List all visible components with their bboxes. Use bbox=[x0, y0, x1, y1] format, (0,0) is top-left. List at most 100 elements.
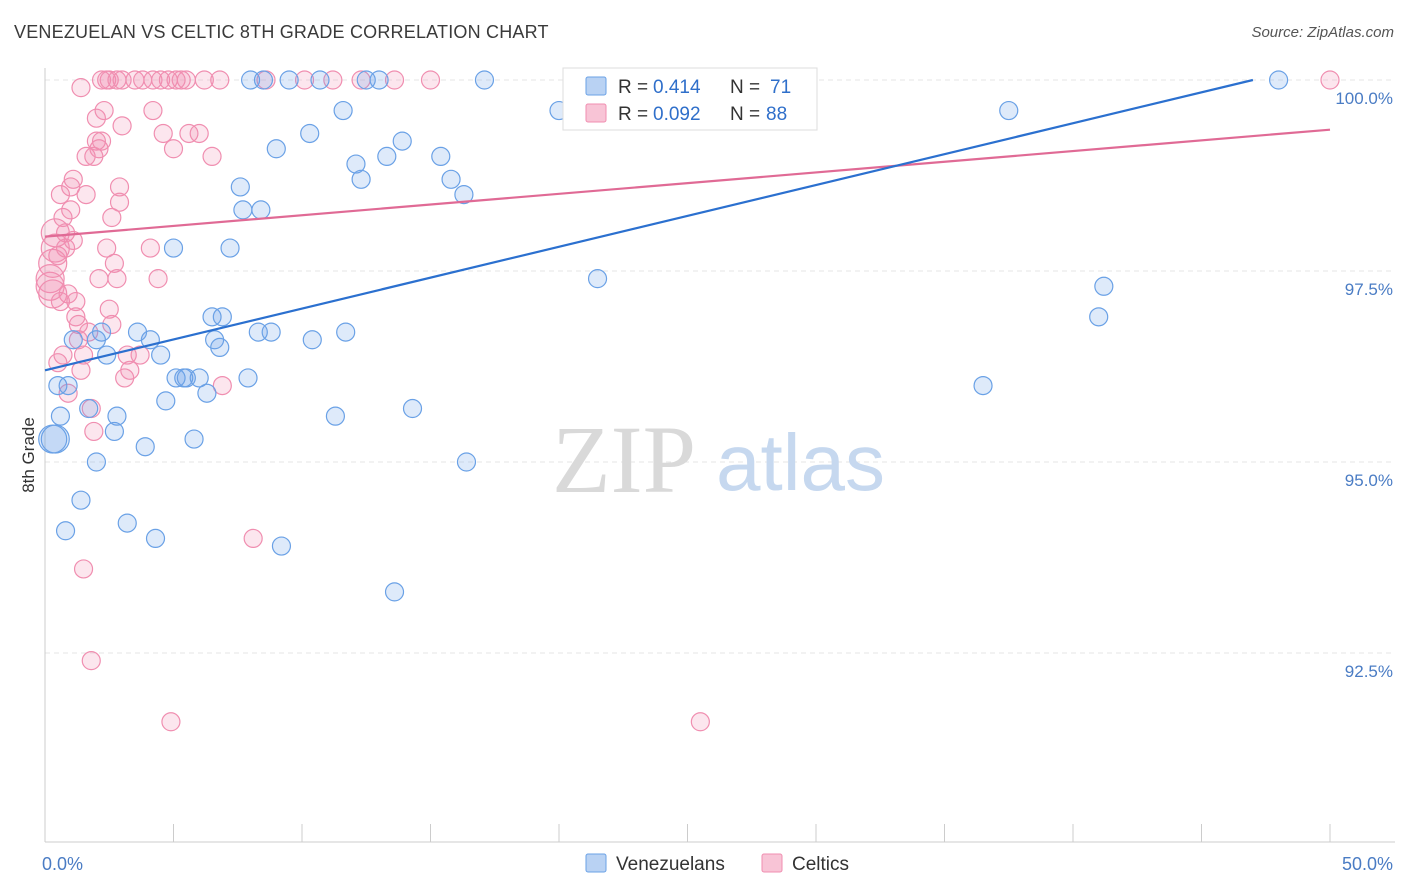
celtics-point-39 bbox=[91, 131, 112, 151]
venezuelans-point-63 bbox=[1089, 307, 1109, 327]
legend-r-value-venezuelans: 0.414 bbox=[653, 77, 701, 98]
series-legend-swatch-celtics bbox=[761, 853, 783, 873]
venezuelans-point-30 bbox=[220, 238, 240, 258]
watermark-zip: ZIP bbox=[552, 406, 696, 513]
celtics-point-75 bbox=[194, 70, 214, 90]
celtics-point-27 bbox=[73, 559, 94, 579]
celtics-point-86 bbox=[690, 712, 710, 732]
celtics-point-77 bbox=[210, 70, 230, 90]
celtics-point-84 bbox=[384, 70, 405, 90]
y-axis-label: 8th Grade bbox=[19, 417, 38, 493]
venezuelans-point-37 bbox=[261, 322, 281, 342]
venezuelans-point-25 bbox=[197, 383, 217, 403]
x-tick-label-1: 50.0% bbox=[1342, 854, 1393, 874]
legend-n-label-celtics: N = bbox=[730, 104, 760, 125]
venezuelans-point-13 bbox=[117, 513, 137, 533]
celtics-point-32 bbox=[81, 651, 101, 671]
venezuelans-point-12 bbox=[107, 406, 127, 426]
venezuelans-point-17 bbox=[145, 528, 166, 549]
celtics-point-29 bbox=[76, 185, 96, 205]
celtics-point-16 bbox=[61, 177, 81, 197]
venezuelans-point-33 bbox=[238, 368, 258, 388]
celtics-point-65 bbox=[151, 70, 171, 90]
grid-lines bbox=[45, 79, 1395, 654]
celtics-point-52 bbox=[109, 192, 130, 212]
celtics-point-19 bbox=[63, 169, 83, 189]
celtics-point-47 bbox=[102, 314, 122, 335]
celtics-point-12 bbox=[55, 238, 76, 258]
celtics-point-73 bbox=[179, 123, 199, 144]
x-tick-label-0: 0.0% bbox=[42, 854, 83, 874]
venezuelans-point-42 bbox=[302, 330, 322, 350]
celtics-point-44 bbox=[99, 299, 119, 319]
legend-r-label-celtics: R = bbox=[618, 104, 648, 125]
venezuelans-point-61 bbox=[973, 376, 993, 396]
venezuelans-point-19 bbox=[156, 391, 176, 411]
celtics-point-35 bbox=[86, 108, 107, 128]
celtics-point-13 bbox=[55, 223, 76, 243]
celtics-point-57 bbox=[120, 360, 140, 380]
venezuelans-point-35 bbox=[251, 200, 271, 220]
celtics-point-70 bbox=[166, 70, 186, 90]
legend-r-value-celtics: 0.092 bbox=[653, 104, 701, 125]
celtics-point-63 bbox=[143, 100, 163, 121]
celtics-point-10 bbox=[53, 207, 73, 228]
celtics-point-38 bbox=[89, 139, 109, 159]
watermark-atlas: atlas bbox=[716, 418, 885, 507]
celtics-point-76 bbox=[202, 146, 222, 166]
venezuelans-point-31 bbox=[230, 177, 250, 197]
celtics-trend-line bbox=[44, 128, 1331, 238]
celtics-point-64 bbox=[148, 269, 168, 289]
venezuelans-point-52 bbox=[392, 131, 412, 151]
celtics-point-68 bbox=[161, 712, 181, 732]
venezuelans-point-65 bbox=[1268, 70, 1289, 90]
legend-r-label-venezuelans: R = bbox=[618, 77, 648, 98]
series-legend-swatch-venezuelans bbox=[585, 853, 607, 873]
venezuelans-point-51 bbox=[384, 582, 405, 602]
y-tick-label-0: 92.5% bbox=[1345, 662, 1393, 681]
venezuelans-point-62 bbox=[999, 100, 1019, 121]
tick-labels: 92.5% 95.0% 97.5% 100.0% 0.0% 50.0% bbox=[42, 89, 1393, 874]
venezuelans-point-50 bbox=[377, 146, 397, 166]
venezuelans-point-43 bbox=[310, 70, 330, 90]
venezuelans-point-4 bbox=[58, 376, 78, 396]
axes bbox=[44, 68, 1395, 843]
celtics-points bbox=[35, 70, 1340, 732]
legend-n-value-celtics: 88 bbox=[766, 104, 787, 125]
venezuelans-point-11 bbox=[104, 421, 124, 442]
venezuelans-point-46 bbox=[336, 322, 356, 342]
venezuelans-point-40 bbox=[279, 70, 299, 90]
celtics-point-74 bbox=[189, 123, 209, 144]
venezuelans-point-48 bbox=[351, 169, 371, 189]
venezuelans-point-6 bbox=[71, 490, 91, 510]
celtics-point-0 bbox=[35, 264, 65, 294]
celtics-point-72 bbox=[176, 70, 196, 90]
celtics-point-46 bbox=[102, 207, 122, 228]
legend-swatch-venezuelans bbox=[585, 76, 607, 96]
chart-title: VENEZUELAN VS CELTIC 8TH GRADE CORRELATI… bbox=[14, 22, 549, 42]
venezuelans-point-53 bbox=[402, 398, 423, 419]
celtics-point-36 bbox=[86, 131, 107, 151]
celtics-point-15 bbox=[58, 383, 78, 403]
venezuelans-point-41 bbox=[300, 123, 320, 144]
venezuelans-point-1 bbox=[48, 376, 68, 396]
celtics-point-18 bbox=[63, 230, 83, 251]
venezuelans-point-39 bbox=[271, 536, 292, 556]
venezuelans-point-66 bbox=[38, 424, 68, 454]
venezuelans-point-29 bbox=[212, 307, 232, 327]
celtics-point-11 bbox=[53, 345, 73, 365]
celtics-point-41 bbox=[94, 100, 114, 121]
venezuelans-point-3 bbox=[55, 521, 76, 541]
venezuelans-point-58 bbox=[474, 70, 495, 90]
celtics-point-78 bbox=[212, 376, 232, 396]
celtics-point-53 bbox=[112, 116, 132, 136]
celtics-point-51 bbox=[109, 177, 130, 197]
legend-box: R = 0.414 N = 71 R = 0.092 N = 88 bbox=[562, 67, 818, 131]
watermark: ZIP atlas bbox=[552, 406, 885, 513]
venezuelans-point-68 bbox=[176, 368, 196, 388]
celtics-point-42 bbox=[97, 238, 117, 258]
venezuelans-point-15 bbox=[135, 437, 155, 457]
venezuelans-point-54 bbox=[431, 146, 451, 166]
venezuelans-point-69 bbox=[241, 70, 261, 90]
